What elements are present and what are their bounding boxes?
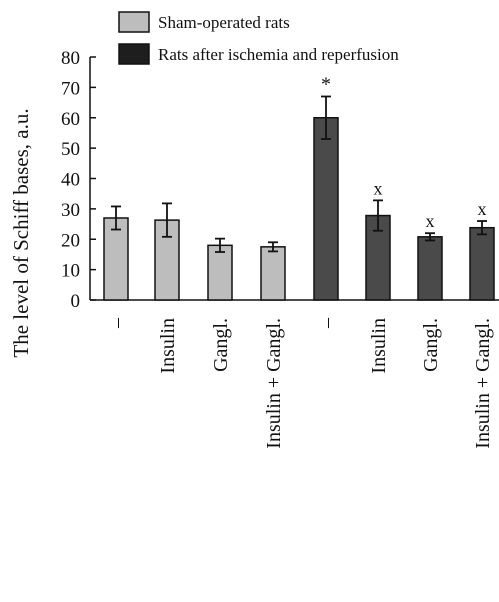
legend-label-sham: Sham-operated rats (158, 13, 290, 32)
y-tick-label: 30 (61, 200, 80, 221)
bar (260, 246, 286, 301)
x-tick-label: Gangl. (210, 318, 232, 372)
y-axis-title: The level of Schiff bases, a.u. (9, 108, 33, 357)
bar (417, 236, 443, 301)
significance-marker: x (478, 199, 487, 219)
bar (207, 244, 233, 301)
y-tick-label: 50 (61, 139, 80, 160)
legend-label-ischemia: Rats after ischemia and reperfusion (158, 45, 399, 64)
y-ticks: 0 10 20 30 40 50 60 70 80 (61, 48, 96, 312)
bar (313, 117, 339, 301)
bar (469, 226, 495, 301)
significance-marker: x (426, 211, 435, 231)
significance-marker: x (374, 178, 383, 198)
x-tick-label: Gangl. (420, 318, 442, 372)
legend-swatch-ischemia (118, 43, 150, 65)
y-tick-label: 60 (61, 109, 80, 130)
x-tick-label: – (106, 317, 128, 329)
x-tick-label: Insulin + Gangl. (472, 318, 494, 449)
bar (103, 217, 129, 301)
y-tick-label: 40 (61, 170, 80, 191)
x-tick-labels: – Insulin Gangl. Insulin + Gangl. – Insulin Ga… (106, 317, 494, 449)
y-tick-label: 10 (61, 261, 80, 282)
significance-marker: * (321, 73, 331, 95)
x-tick-label: – (316, 317, 338, 329)
legend: Sham-operated rats Rats after ischemia a… (118, 11, 399, 65)
y-tick-label: 80 (61, 48, 80, 69)
y-tick-label: 0 (71, 291, 81, 312)
x-tick-label: Insulin + Gangl. (263, 318, 285, 449)
y-tick-label: 70 (61, 78, 80, 99)
bars: * x x x (103, 73, 495, 301)
y-tick-label: 20 (61, 230, 80, 251)
x-tick-label: Insulin (157, 318, 179, 374)
legend-swatch-sham (118, 11, 150, 33)
x-tick-label: Insulin (368, 318, 390, 374)
